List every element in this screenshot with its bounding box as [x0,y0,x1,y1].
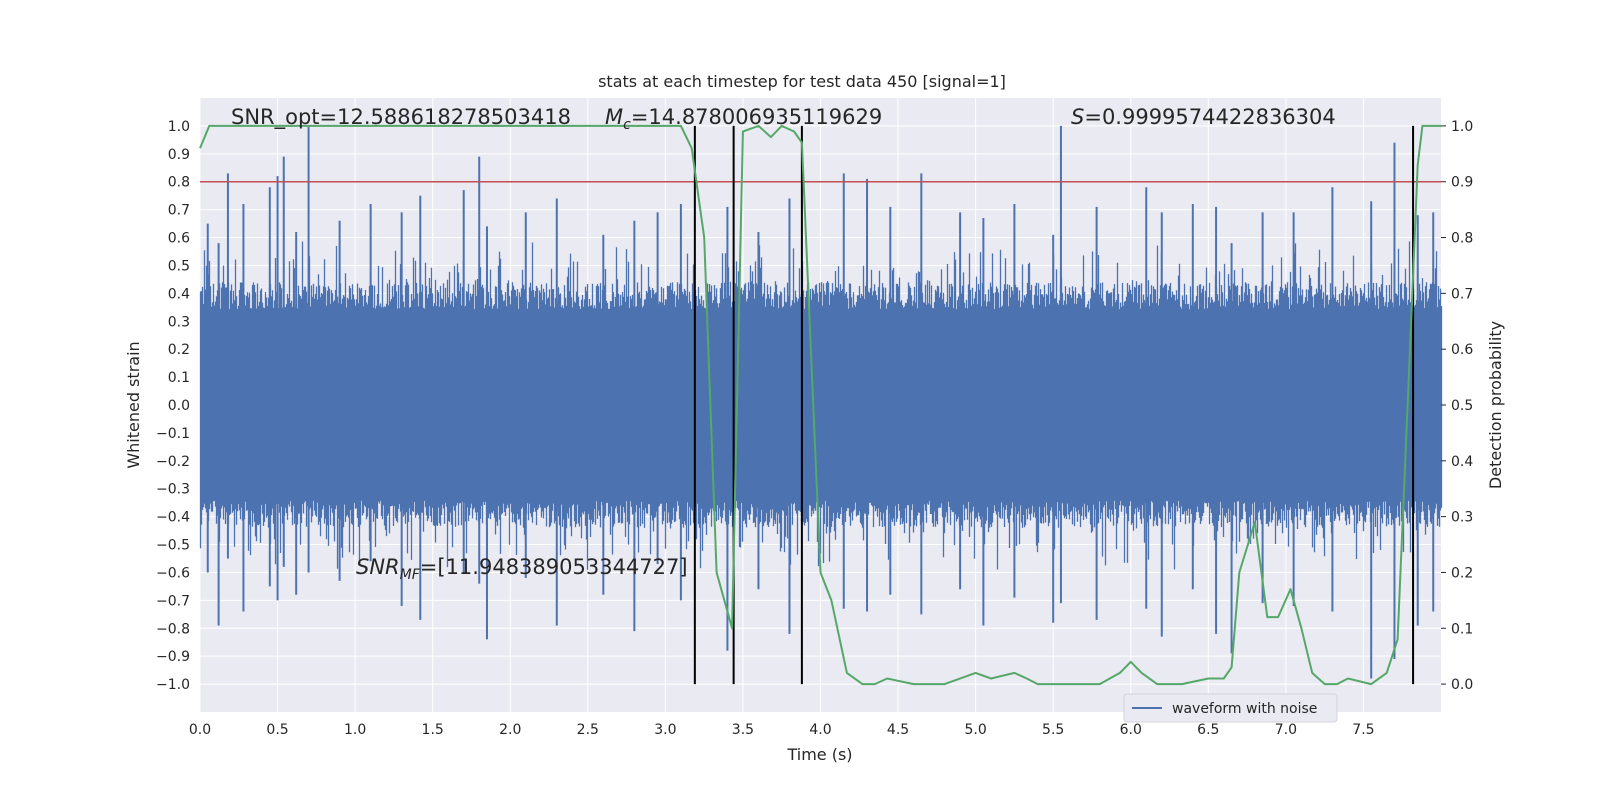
annotation-mc-sub: c [623,117,631,133]
annotation-mc-symbol: M [605,105,623,129]
y2-tick-labels: 1.0 0.9 0.8 0.7 0.6 0.5 0.4 0.3 0.2 0.1 0.0 [1441,119,1473,693]
x-tick-label: 6.0 [1120,722,1142,738]
y-tick-label: −0.5 [156,538,190,554]
y-tick-label: −0.4 [156,510,190,526]
x-tick-label: 5.5 [1042,722,1064,738]
annotation-snr-mf: SNRMF=[11.948389053344727] [356,555,688,583]
y2-tick-label: 0.3 [1451,510,1473,526]
x-tick-label: 0.0 [189,722,211,738]
x-tick-label: 7.0 [1275,722,1297,738]
y-tick-label: 0.9 [168,147,190,163]
x-tick-label: 2.5 [577,722,599,738]
annotation-mc-value: =14.878006935119629 [631,105,882,129]
x-tick-label: 7.5 [1352,722,1374,738]
y-tick-label: 0.4 [168,286,190,302]
legend: waveform with noise [1123,693,1338,723]
y-tick-label: 0.2 [168,342,190,358]
y-tick-label: 0.6 [168,231,190,247]
y-tick-label: −0.3 [156,482,190,498]
x-tick-label: 3.0 [654,722,676,738]
chart-title: stats at each timestep for test data 450… [598,72,1006,91]
x-tick-label: 5.0 [964,722,986,738]
y2-tick-label: 0.9 [1451,175,1473,191]
y2-tick-label: 1.0 [1451,119,1473,135]
probability-series [199,124,1441,686]
y-tick-labels: 1.0 0.9 0.8 0.7 0.6 0.5 0.4 0.3 0.2 0.1 0.0 −0.1 −0.… [156,119,190,693]
x-tick-label: 4.0 [809,722,831,738]
y-tick-label: −0.8 [156,621,190,637]
waveform-series [199,125,1443,679]
y2-tick-label: 0.2 [1451,565,1473,581]
probability-line [199,124,1441,686]
annotation-s-symbol: S [1071,105,1084,129]
y-tick-label: −0.7 [156,593,190,609]
y-tick-label: 0.7 [168,203,190,219]
x-tick-label: 1.0 [344,722,366,738]
y2-tick-label: 0.7 [1451,286,1473,302]
annotation-snr-mf-symbol: SNR [356,555,400,579]
y-tick-label: 0.8 [168,175,190,191]
x-tick-label: 0.5 [266,722,288,738]
y2-tick-label: 0.6 [1451,342,1473,358]
y-tick-label: 1.0 [168,119,190,135]
y-tick-label: −0.2 [156,454,190,470]
y-axis-label: Whitened strain [124,341,143,468]
annotation-snr-mf-value: =[11.948389053344727] [420,555,688,579]
y2-tick-label: 0.1 [1451,621,1473,637]
annotation-s-value: =0.9999574422836304 [1084,105,1335,129]
x-axis-label: Time (s) [786,745,852,764]
y2-tick-label: 0.5 [1451,398,1473,414]
y2-tick-label: 0.8 [1451,231,1473,247]
x-tick-labels: 0.0 0.5 1.0 1.5 2.0 2.5 3.0 3.5 4.0 4.5 5.0 5.5 6.0 6… [189,722,1375,738]
y-tick-label: −0.9 [156,649,190,665]
annotation-snr-mf-sub: MF [400,567,421,583]
y-tick-label: 0.5 [168,258,190,274]
x-tick-label: 4.5 [887,722,909,738]
y2-axis-label: Detection probability [1486,321,1505,489]
annotation-snr-opt: SNR_opt=12.588618278503418 [231,105,571,130]
x-tick-label: 1.5 [422,722,444,738]
y-tick-label: −0.1 [156,426,190,442]
y-tick-label: −1.0 [156,677,190,693]
y-tick-label: 0.0 [168,398,190,414]
annotation-s: S=0.9999574422836304 [1071,105,1336,129]
y-tick-label: 0.3 [168,314,190,330]
y2-tick-label: 0.4 [1451,454,1473,470]
annotation-mc: Mc=14.878006935119629 [605,105,882,133]
x-tick-label: 3.5 [732,722,754,738]
y2-tick-label: 0.0 [1451,677,1473,693]
legend-box [1123,693,1338,723]
y-tick-label: 0.1 [168,370,190,386]
x-tick-label: 2.0 [499,722,521,738]
y-tick-label: −0.6 [156,565,190,581]
x-tick-label: 6.5 [1197,722,1219,738]
legend-entry-waveform: waveform with noise [1172,701,1317,717]
